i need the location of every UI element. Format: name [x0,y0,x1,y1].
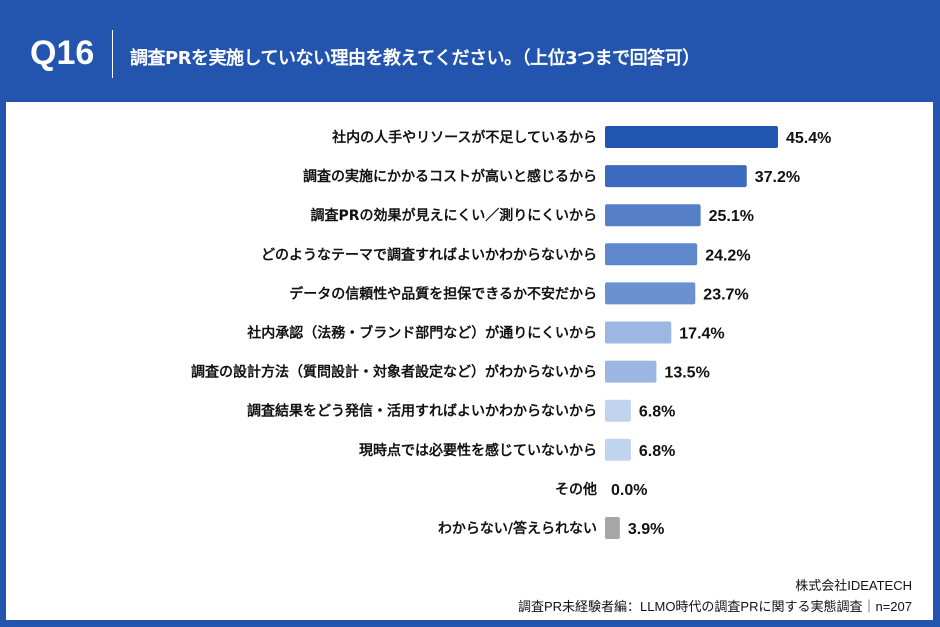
bar [605,399,631,422]
value-label: 23.7% [703,286,748,303]
bar [605,126,778,148]
value-label: 6.8% [639,443,675,460]
category-label: その他 [555,481,597,498]
value-label: 13.5% [664,365,709,382]
footer-source: 調査PR未経験者編：LLMO時代の調査PRに関する実態調査｜n=207 [517,599,912,614]
question-title: 調査PRを実施していない理由を教えてください。（上位3つまで回答可） [130,48,700,69]
bar [605,360,657,383]
bar [605,204,701,227]
footer-company: 株式会社IDEATECH [795,578,912,593]
bar [605,517,620,539]
category-label: 調査結果をどう発信・活用すればよいかわからないから [247,403,597,420]
value-label: 17.4% [679,326,724,343]
value-label: 3.9% [628,521,664,538]
category-label: 調査の実施にかかるコストが高いと感じるから [303,168,597,185]
category-label: わからない/答えられない [438,520,597,537]
bar [605,282,696,305]
bar [605,438,631,461]
category-label: 現時点では必要性を感じていないから [359,442,597,459]
value-label: 37.2% [755,169,800,186]
question-number: Q16 [30,34,95,72]
value-label: 6.8% [639,404,675,421]
category-label: 調査PRの効果が見えにくい／測りにくいから [311,207,597,224]
chart-panel [6,102,933,620]
value-label: 45.4% [786,130,831,147]
category-label: 調査の設計方法（質問設計・対象者設定など）がわからないから [191,364,597,381]
category-label: 社内承認（法務・ブランド部門など）が通りにくいから [246,325,597,342]
value-label: 25.1% [709,208,754,225]
category-label: どのようなテーマで調査すればよいかわからないから [261,246,597,263]
bar [605,165,747,188]
bar [605,321,672,344]
value-label: 24.2% [705,247,750,264]
category-label: データの信頼性や品質を担保できるか不安だから [289,285,597,302]
bar [605,243,698,266]
value-label: 0.0% [611,482,647,499]
header-divider [112,30,113,78]
category-label: 社内の人手やリソースが不足しているから [331,129,597,146]
